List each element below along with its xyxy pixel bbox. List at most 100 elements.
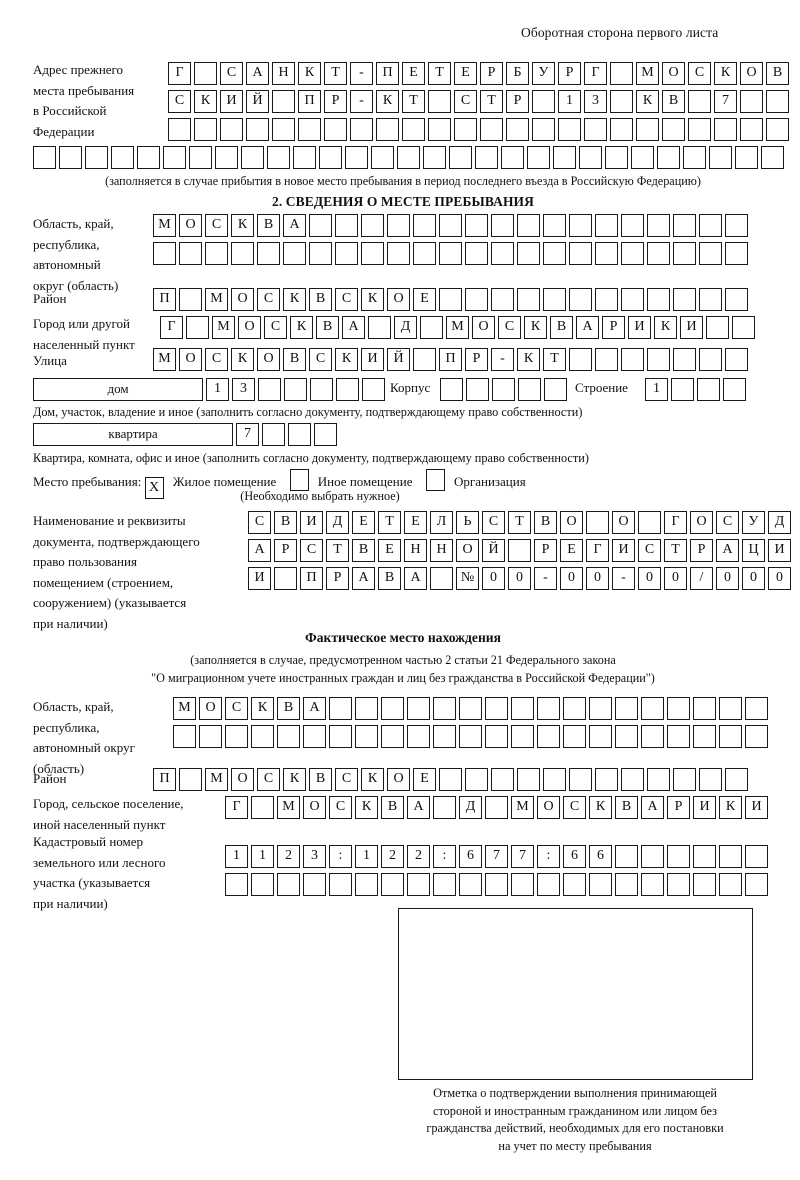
comb-cell[interactable]: А <box>248 539 271 562</box>
comb-cell[interactable]: Р <box>506 90 529 113</box>
comb-cell[interactable]: В <box>274 511 297 534</box>
comb-cell[interactable] <box>610 90 633 113</box>
comb-cell[interactable]: К <box>361 288 384 311</box>
comb-cell[interactable]: Й <box>246 90 269 113</box>
comb-cell[interactable] <box>563 873 586 896</box>
comb-cell[interactable] <box>544 378 567 401</box>
comb-cell[interactable] <box>723 378 746 401</box>
comb-cell[interactable] <box>745 697 768 720</box>
comb-cell[interactable]: О <box>387 768 410 791</box>
comb-cell[interactable] <box>595 288 618 311</box>
comb-cell[interactable]: Р <box>465 348 488 371</box>
comb-cell[interactable] <box>310 378 333 401</box>
comb-cell[interactable] <box>465 768 488 791</box>
comb-cell[interactable]: Е <box>378 539 401 562</box>
comb-cell[interactable]: И <box>300 511 323 534</box>
comb-cell[interactable] <box>430 567 453 590</box>
comb-cell[interactable] <box>667 697 690 720</box>
comb-cell[interactable] <box>693 873 716 896</box>
comb-cell[interactable] <box>491 288 514 311</box>
comb-cell[interactable]: Е <box>352 511 375 534</box>
comb-cell[interactable] <box>381 697 404 720</box>
comb-cell[interactable] <box>413 348 436 371</box>
comb-cell[interactable] <box>688 118 711 141</box>
comb-cell[interactable]: С <box>335 288 358 311</box>
comb-cell[interactable] <box>439 242 462 265</box>
comb-cell[interactable]: 7 <box>511 845 534 868</box>
comb-cell[interactable] <box>335 214 358 237</box>
comb-cell[interactable]: Р <box>558 62 581 85</box>
comb-cell[interactable] <box>569 242 592 265</box>
comb-cell[interactable]: Р <box>690 539 713 562</box>
comb-cell[interactable] <box>491 242 514 265</box>
comb-cell[interactable] <box>274 567 297 590</box>
comb-cell[interactable] <box>355 697 378 720</box>
comb-cell[interactable] <box>267 146 290 169</box>
comb-cell[interactable] <box>428 90 451 113</box>
comb-cell[interactable] <box>480 118 503 141</box>
comb-cell[interactable] <box>407 873 430 896</box>
comb-cell[interactable]: К <box>517 348 540 371</box>
comb-cell[interactable]: К <box>654 316 677 339</box>
comb-cell[interactable] <box>699 768 722 791</box>
comb-cell[interactable]: С <box>716 511 739 534</box>
comb-cell[interactable] <box>361 214 384 237</box>
comb-cell[interactable] <box>537 725 560 748</box>
comb-cell[interactable] <box>586 511 609 534</box>
comb-cell[interactable]: О <box>537 796 560 819</box>
comb-cell[interactable] <box>329 873 352 896</box>
comb-cell[interactable] <box>485 796 508 819</box>
comb-cell[interactable] <box>543 242 566 265</box>
comb-cell[interactable]: О <box>612 511 635 534</box>
comb-cell[interactable]: А <box>303 697 326 720</box>
comb-cell[interactable]: М <box>446 316 469 339</box>
comb-cell[interactable] <box>485 873 508 896</box>
comb-cell[interactable]: 7 <box>236 423 259 446</box>
comb-cell[interactable]: № <box>456 567 479 590</box>
comb-cell[interactable] <box>355 873 378 896</box>
comb-cell[interactable] <box>402 118 425 141</box>
comb-cell[interactable] <box>699 288 722 311</box>
comb-cell[interactable] <box>537 697 560 720</box>
comb-cell[interactable] <box>407 725 430 748</box>
comb-cell[interactable] <box>732 316 755 339</box>
comb-cell[interactable]: Т <box>543 348 566 371</box>
comb-cell[interactable] <box>258 378 281 401</box>
comb-cell[interactable] <box>719 873 742 896</box>
comb-cell[interactable] <box>189 146 212 169</box>
comb-cell[interactable] <box>466 378 489 401</box>
comb-cell[interactable] <box>647 348 670 371</box>
comb-cell[interactable] <box>638 511 661 534</box>
comb-cell[interactable] <box>745 845 768 868</box>
comb-cell[interactable]: Л <box>430 511 453 534</box>
region-row-2[interactable] <box>153 242 751 265</box>
comb-cell[interactable]: Т <box>664 539 687 562</box>
comb-cell[interactable]: М <box>153 348 176 371</box>
comb-cell[interactable]: И <box>612 539 635 562</box>
comb-cell[interactable]: И <box>628 316 651 339</box>
comb-cell[interactable] <box>595 214 618 237</box>
comb-cell[interactable] <box>699 242 722 265</box>
comb-cell[interactable] <box>199 725 222 748</box>
comb-cell[interactable] <box>589 873 612 896</box>
comb-cell[interactable] <box>387 242 410 265</box>
comb-cell[interactable] <box>433 796 456 819</box>
comb-cell[interactable]: - <box>350 62 373 85</box>
comb-cell[interactable] <box>673 214 696 237</box>
comb-cell[interactable]: 0 <box>742 567 765 590</box>
comb-cell[interactable] <box>465 214 488 237</box>
comb-cell[interactable] <box>605 146 628 169</box>
comb-cell[interactable] <box>610 62 633 85</box>
comb-cell[interactable] <box>621 214 644 237</box>
comb-cell[interactable] <box>595 242 618 265</box>
comb-cell[interactable]: А <box>283 214 306 237</box>
comb-cell[interactable] <box>579 146 602 169</box>
comb-cell[interactable] <box>610 118 633 141</box>
comb-cell[interactable] <box>194 118 217 141</box>
comb-cell[interactable]: 1 <box>251 845 274 868</box>
comb-cell[interactable]: В <box>378 567 401 590</box>
comb-cell[interactable] <box>745 873 768 896</box>
comb-cell[interactable]: 2 <box>407 845 430 868</box>
